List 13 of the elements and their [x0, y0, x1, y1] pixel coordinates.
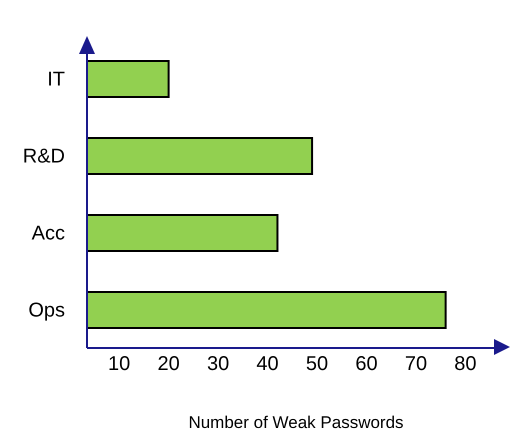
x-tick-label: 70 — [404, 353, 428, 376]
x-tick-label: 20 — [157, 353, 180, 376]
y-tick-label: IT — [47, 68, 65, 91]
x-tick-label: 40 — [256, 353, 279, 376]
y-tick-label: R&D — [22, 146, 65, 168]
x-tick-label: 60 — [355, 353, 378, 376]
y-tick-label: Ops — [28, 300, 65, 322]
x-tick-label: 30 — [206, 353, 230, 376]
x-axis-title: Number of Weak Passwords — [188, 413, 404, 432]
x-tick-label: 80 — [454, 353, 477, 376]
x-tick-label: 50 — [306, 353, 328, 376]
y-tick-label: Acc — [32, 222, 65, 245]
x-tick-label: 10 — [108, 353, 130, 376]
